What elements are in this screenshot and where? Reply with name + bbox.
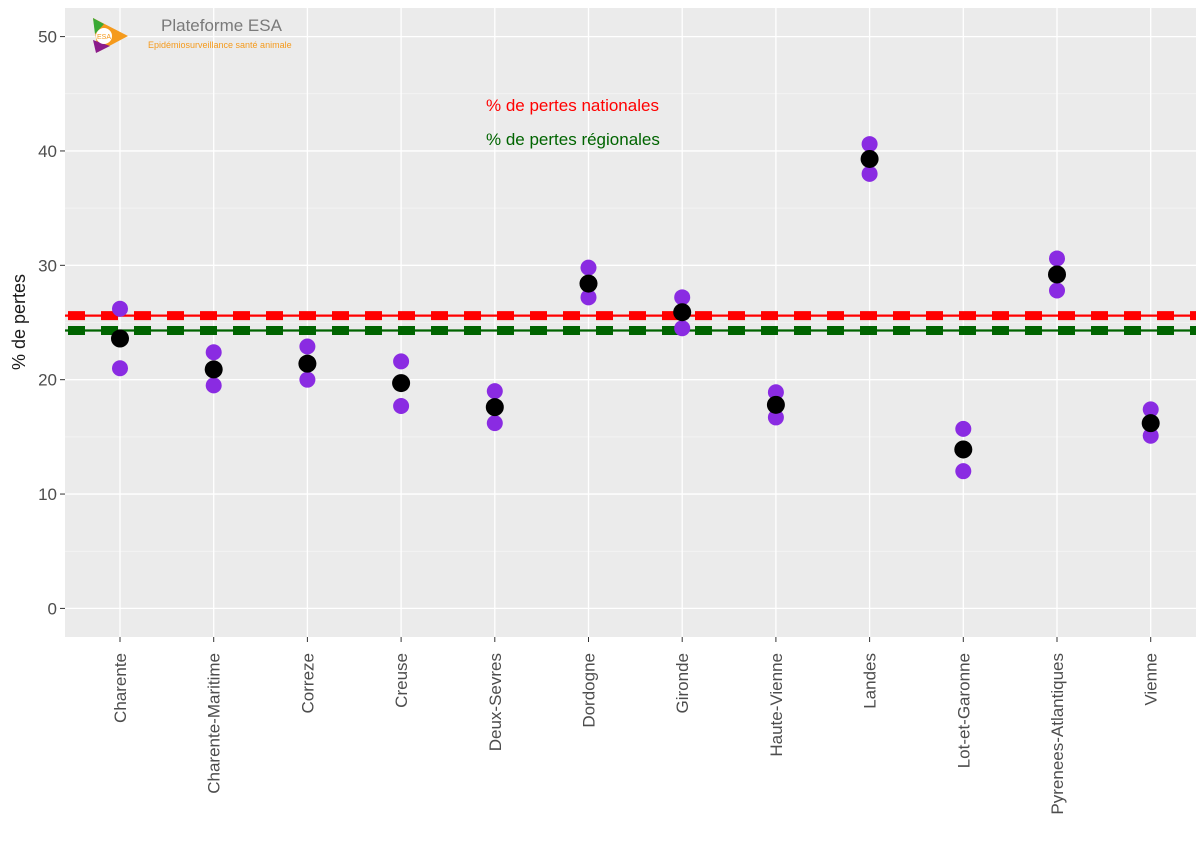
lower-bound-point-5 <box>580 289 597 306</box>
upper-bound-point-3 <box>393 353 410 370</box>
x-tick-label: Gironde <box>673 653 692 713</box>
y-tick-label: 50 <box>38 28 57 47</box>
data-points <box>111 136 1160 480</box>
upper-bound-point-8 <box>861 136 878 153</box>
x-tick-label: Vienne <box>1142 653 1161 706</box>
upper-bound-point-0 <box>112 300 128 317</box>
annotation-national: % de pertes nationales <box>486 96 659 115</box>
lower-bound-point-4 <box>486 415 503 432</box>
x-tick-label: Charente-Maritime <box>205 653 224 794</box>
lower-bound-point-9 <box>955 463 972 480</box>
estimate-point-1 <box>204 360 223 379</box>
x-tick-label: Charente <box>111 653 130 723</box>
annotation-regional: % de pertes régionales <box>486 130 660 149</box>
estimate-point-4 <box>485 398 504 417</box>
estimate-point-3 <box>392 374 411 393</box>
y-axis-title: % de pertes <box>9 274 29 370</box>
x-tick-label: Lot-et-Garonne <box>954 653 973 768</box>
logo-name: Plateforme ESA <box>161 16 283 35</box>
x-tick-label: Deux-Sevres <box>486 653 505 751</box>
reference-lines <box>65 311 1196 336</box>
logo-subtitle: Epidémiosurveillance santé animale <box>148 40 292 50</box>
x-tick-label: Pyrenees-Atlantiques <box>1048 653 1067 815</box>
logo-badge: ESA <box>97 34 111 41</box>
estimate-point-10 <box>1048 265 1066 284</box>
y-tick-label: 40 <box>38 142 57 161</box>
estimate-point-11 <box>1141 414 1160 433</box>
x-tick-label: Correze <box>298 653 317 713</box>
x-tick-label: Creuse <box>392 653 411 708</box>
upper-bound-point-9 <box>955 420 972 437</box>
y-tick-label: 10 <box>38 485 57 504</box>
estimate-point-6 <box>673 303 692 322</box>
x-tick-label: Dordogne <box>580 653 599 728</box>
lower-bound-point-0 <box>112 360 128 377</box>
axes: 0 10 20 30 40 50 Charente Charente-Maritime Corr… <box>38 28 1161 815</box>
y-tick-label: 30 <box>38 256 57 275</box>
lower-bound-point-8 <box>861 165 878 182</box>
lower-bound-point-7 <box>767 409 784 426</box>
lower-bound-point-6 <box>674 320 691 337</box>
estimate-point-0 <box>111 329 129 348</box>
upper-bound-point-11 <box>1142 401 1159 418</box>
upper-bound-point-1 <box>205 344 222 361</box>
estimate-point-8 <box>860 149 879 168</box>
gridlines <box>65 8 1196 637</box>
lower-bound-point-10 <box>1049 282 1065 299</box>
estimate-point-7 <box>766 395 785 414</box>
esa-logo-icon: ESA <box>93 18 128 53</box>
lower-bound-point-2 <box>299 371 316 388</box>
upper-bound-point-5 <box>580 259 597 276</box>
estimate-point-2 <box>298 354 317 373</box>
upper-bound-point-2 <box>299 338 316 355</box>
x-tick-label: Landes <box>861 653 880 709</box>
lower-bound-point-1 <box>205 377 222 394</box>
lower-bound-point-3 <box>393 397 410 414</box>
lower-bound-point-11 <box>1142 427 1159 444</box>
x-tick-label: Haute-Vienne <box>767 653 786 757</box>
y-tick-label: 20 <box>38 371 57 390</box>
y-tick-label: 0 <box>48 599 57 618</box>
upper-bound-point-6 <box>674 289 691 306</box>
upper-bound-point-4 <box>486 383 503 400</box>
estimate-point-5 <box>579 274 598 293</box>
estimate-point-9 <box>954 440 973 459</box>
upper-bound-point-7 <box>767 384 784 401</box>
upper-bound-point-10 <box>1049 250 1065 267</box>
logo: ESA Plateforme ESA Epidémiosurveillance … <box>93 16 292 53</box>
